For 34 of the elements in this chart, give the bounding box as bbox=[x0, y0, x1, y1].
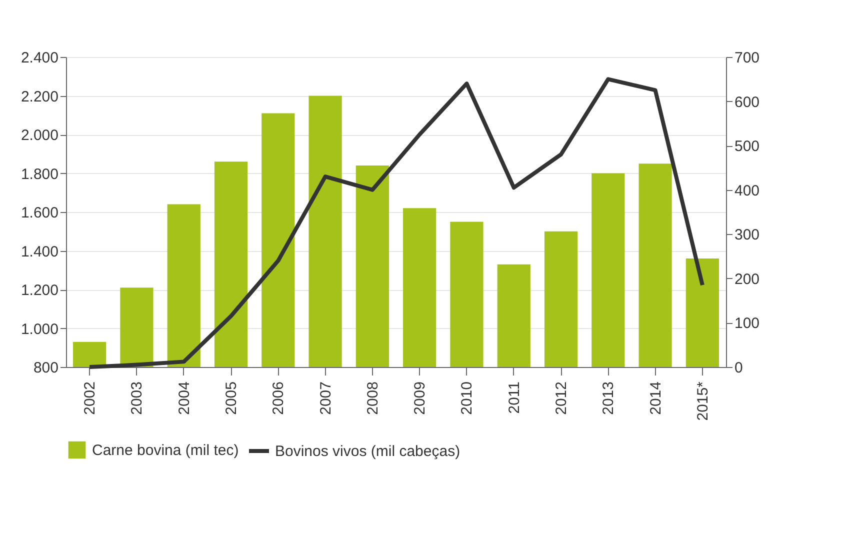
x-tick-label: 2013 bbox=[600, 382, 618, 415]
y-tick-label: 1.600 bbox=[20, 204, 58, 222]
y2-tick-label: 700 bbox=[734, 50, 760, 66]
x-tick-label: 2015* bbox=[694, 381, 712, 421]
y2-tick-label: 200 bbox=[734, 270, 760, 288]
legend-label: Bovinos vivos (mil cabeças) bbox=[275, 443, 460, 460]
y-tick-label: 2.200 bbox=[20, 88, 58, 106]
x-tick-label: 2009 bbox=[412, 382, 429, 415]
x-tick-label: 2003 bbox=[128, 382, 146, 415]
x-tick-label: 2007 bbox=[317, 382, 334, 415]
y-tick-label: 2.400 bbox=[20, 50, 58, 66]
y-tick-label: 1.800 bbox=[20, 166, 58, 183]
x-tick-label: 2005 bbox=[223, 382, 240, 415]
y2-tick-label: 100 bbox=[734, 315, 760, 332]
y2-tick-label: 400 bbox=[734, 182, 760, 200]
y2-tick-label: 500 bbox=[734, 138, 760, 156]
x-tick-label: 2002 bbox=[82, 382, 99, 415]
y-tick-label: 1.400 bbox=[20, 243, 58, 260]
x-tick-label: 2006 bbox=[270, 382, 288, 415]
legend-label: Carne bovina (mil tec) bbox=[92, 442, 239, 459]
y-tick-label: 1.200 bbox=[20, 282, 58, 299]
x-tick-label: 2004 bbox=[176, 382, 193, 415]
y-tick-label: 2.000 bbox=[20, 127, 58, 144]
x-tick-label: 2008 bbox=[364, 382, 382, 415]
y2-tick-label: 600 bbox=[734, 94, 760, 111]
x-tick-label: 2010 bbox=[458, 382, 476, 415]
line-series bbox=[88, 77, 704, 369]
x-tick-label: 2012 bbox=[553, 382, 570, 415]
x-tick-label: 2011 bbox=[506, 382, 523, 414]
y2-tick-label: 0 bbox=[734, 360, 743, 376]
y2-tick-label: 300 bbox=[734, 226, 760, 244]
y-tick-label: 1.000 bbox=[20, 320, 58, 338]
x-tick-label: 2014 bbox=[647, 382, 664, 415]
y-tick-label: 800 bbox=[33, 360, 58, 376]
